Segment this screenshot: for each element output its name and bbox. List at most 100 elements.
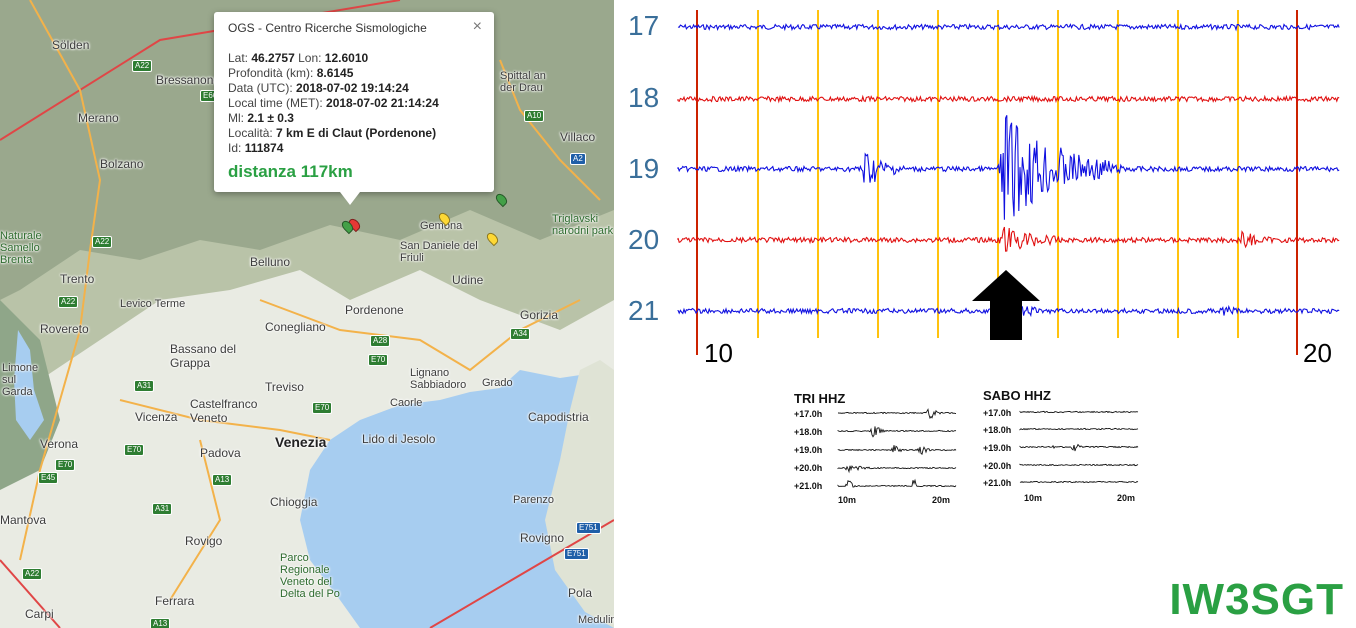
place-pola: Pola bbox=[568, 586, 593, 600]
mini-x-label: 10m bbox=[838, 495, 857, 505]
mini-row-label: +18.0h bbox=[983, 425, 1012, 435]
road-shield: A22 bbox=[22, 568, 43, 580]
road-shield: A13 bbox=[212, 474, 233, 486]
road-shield: E751 bbox=[564, 548, 589, 560]
mini-x-label: 10m bbox=[1024, 493, 1043, 503]
hour-label: 21 bbox=[628, 295, 660, 326]
mini-trace bbox=[1019, 443, 1139, 452]
place-belluno: Belluno bbox=[250, 255, 291, 269]
place-medulin: Medulin bbox=[578, 614, 614, 626]
mini-trace bbox=[837, 445, 957, 455]
place-san-daniele: San Daniele del Friuli bbox=[400, 240, 478, 264]
minute-label: 10 bbox=[704, 338, 733, 368]
road-shield: E70 bbox=[55, 459, 76, 471]
road-shield: E70 bbox=[368, 354, 389, 366]
place-carpi: Carpi bbox=[25, 607, 54, 621]
place-rovigno: Rovigno bbox=[520, 531, 565, 545]
seismogram-panel: 17 18 19 20 21 10 20 TRI HHZ +17.0h +18.… bbox=[614, 0, 1356, 628]
mini-row-label: +17.0h bbox=[983, 408, 1012, 418]
road-shield: A34 bbox=[510, 328, 531, 340]
place-vicenza: Vicenza bbox=[135, 410, 178, 424]
mini-row-label: +18.0h bbox=[794, 427, 823, 437]
place-bolzano: Bolzano bbox=[100, 157, 144, 171]
place-rovigo: Rovigo bbox=[185, 534, 223, 548]
station-callsign: IW3SGT bbox=[1169, 575, 1344, 624]
minute-label: 20 bbox=[1303, 338, 1332, 368]
hour-label: 19 bbox=[628, 153, 660, 184]
place-parenzo: Parenzo bbox=[513, 494, 554, 506]
place-castelfranco: Castelfranco Veneto bbox=[190, 397, 258, 425]
info-local-time: Local time (MET): 2018-07-02 21:14:24 bbox=[228, 96, 439, 110]
road-shield: E45 bbox=[38, 472, 59, 484]
place-chioggia: Chioggia bbox=[270, 495, 318, 509]
close-icon[interactable]: × bbox=[472, 18, 482, 35]
place-treviso: Treviso bbox=[265, 380, 304, 394]
mini-trace bbox=[837, 426, 957, 438]
place-ferrara: Ferrara bbox=[155, 594, 195, 608]
info-date-utc: Data (UTC): 2018-07-02 19:14:24 bbox=[228, 81, 409, 95]
place-delta-po: Parco Regionale Veneto del Delta del Po bbox=[280, 552, 340, 600]
mini-row-label: +19.0h bbox=[794, 445, 823, 455]
hour-label: 20 bbox=[628, 224, 660, 255]
place-caorle: Caorle bbox=[390, 397, 423, 409]
road-shield: E70 bbox=[124, 444, 145, 456]
road-shield: E70 bbox=[312, 402, 333, 414]
mini-row-label: +21.0h bbox=[983, 478, 1012, 488]
road-shield: A31 bbox=[134, 380, 155, 392]
mini-trace bbox=[1019, 410, 1139, 414]
place-grado: Grado bbox=[482, 377, 513, 389]
mini-plot-title: SABO HHZ bbox=[983, 388, 1051, 403]
place-pordenone: Pordenone bbox=[345, 303, 404, 317]
mini-row-label: +21.0h bbox=[794, 481, 823, 491]
mini-trace bbox=[837, 408, 957, 420]
info-window-title: OGS - Centro Ricerche Sismologiche bbox=[228, 21, 427, 35]
info-id: Id: 111874 bbox=[228, 141, 284, 155]
road-shield: A22 bbox=[58, 296, 79, 308]
mini-trace bbox=[837, 465, 957, 474]
earthquake-info-window: OGS - Centro Ricerche Sismologiche × Lat… bbox=[214, 12, 494, 205]
place-gemona: Gemona bbox=[420, 220, 463, 232]
place-udine: Udine bbox=[452, 273, 484, 287]
road-shield: A22 bbox=[92, 236, 113, 248]
mini-row-label: +17.0h bbox=[794, 409, 823, 419]
road-shield: A31 bbox=[152, 503, 173, 515]
mini-row-label: +20.0h bbox=[983, 461, 1012, 471]
place-solden: Sölden bbox=[52, 38, 90, 52]
place-triglav: Triglavski narodni park bbox=[552, 213, 614, 237]
place-bressanone: Bressanone bbox=[156, 73, 221, 87]
place-padova: Padova bbox=[200, 446, 241, 460]
earthquake-map[interactable]: Sölden Merano Bolzano Bressanone Trento … bbox=[0, 0, 614, 628]
road-shield: A22 bbox=[132, 60, 153, 72]
place-merano: Merano bbox=[78, 111, 119, 125]
place-gorizia: Gorizia bbox=[520, 308, 559, 322]
seismic-trace bbox=[677, 23, 1340, 32]
place-capodistria: Capodistria bbox=[528, 410, 589, 424]
info-location: Località: 7 km E di Claut (Pordenone) bbox=[228, 126, 437, 140]
place-limone: Limone sul Garda bbox=[2, 362, 39, 398]
seismic-trace bbox=[677, 226, 1340, 252]
helicorder-plot bbox=[677, 10, 1340, 488]
place-conegliano: Conegliano bbox=[265, 320, 326, 334]
place-lignano: Lignano Sabbiadoro bbox=[410, 367, 467, 391]
road-shield: A13 bbox=[150, 618, 171, 628]
place-trento: Trento bbox=[60, 272, 95, 286]
place-venezia: Venezia bbox=[275, 434, 327, 450]
place-levico: Levico Terme bbox=[120, 298, 186, 310]
place-mantova: Mantova bbox=[0, 513, 47, 527]
place-rovereto: Rovereto bbox=[40, 322, 89, 336]
mini-plot-title: TRI HHZ bbox=[794, 391, 846, 406]
hour-label: 17 bbox=[628, 10, 660, 41]
road-shield: A28 bbox=[370, 335, 391, 347]
road-shield: A2 bbox=[570, 153, 586, 165]
road-shield: A10 bbox=[524, 110, 545, 122]
place-verona: Verona bbox=[40, 437, 79, 451]
place-villaco: Villaco bbox=[560, 130, 596, 144]
mini-x-label: 20m bbox=[932, 495, 951, 505]
mini-trace bbox=[1019, 463, 1139, 467]
info-magnitude: Ml: 2.1 ± 0.3 bbox=[228, 111, 294, 125]
mini-row-label: +19.0h bbox=[983, 443, 1012, 453]
seismic-trace bbox=[677, 115, 1340, 220]
info-distance: distanza 117km bbox=[228, 162, 353, 181]
mini-trace bbox=[1019, 427, 1139, 431]
